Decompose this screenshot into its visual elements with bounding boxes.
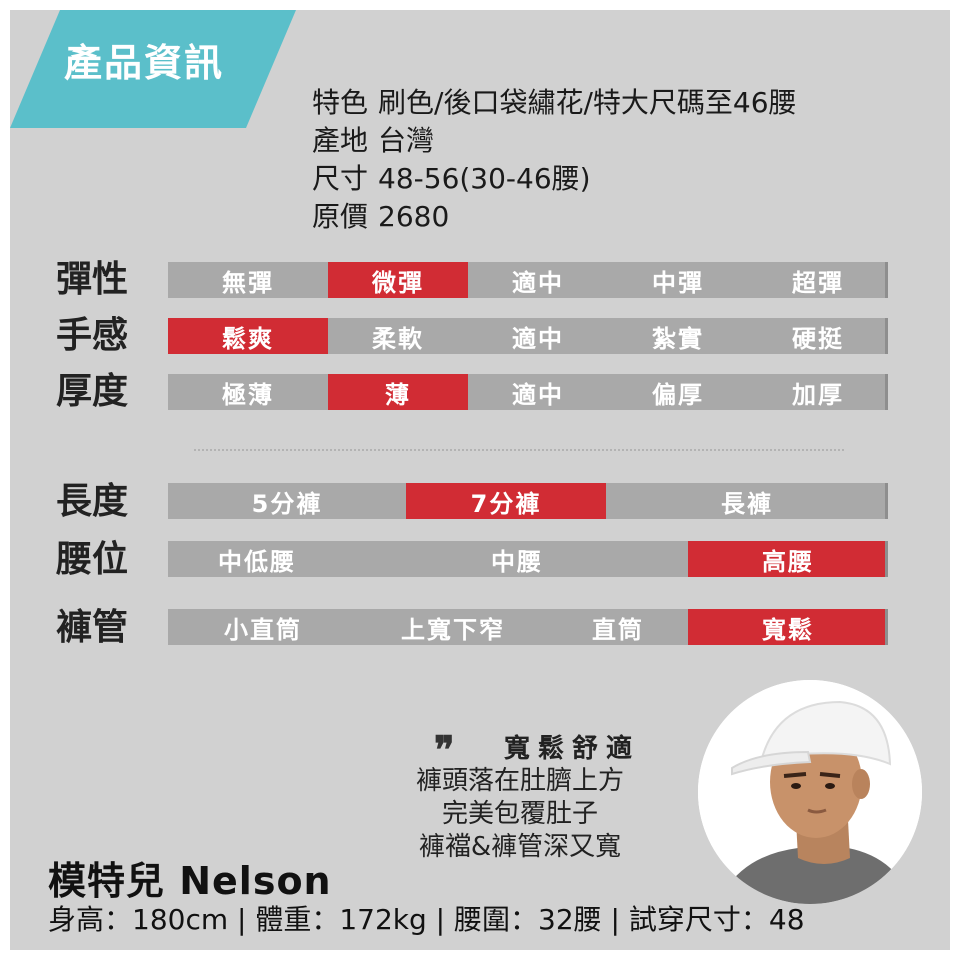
scale-option: 適中	[512, 380, 564, 409]
bar-edge	[885, 318, 888, 354]
scale-option: 適中	[512, 268, 564, 297]
scale-option: 加厚	[792, 380, 844, 409]
scale-option: 硬挺	[792, 324, 844, 353]
scale-option: 中腰	[491, 547, 543, 576]
scale-option: 薄	[328, 374, 468, 410]
scale-option: 超彈	[792, 268, 844, 297]
attr-label-waist: 腰位	[56, 539, 129, 580]
quote-line: 完美包覆肚子	[441, 799, 598, 829]
scale-option: 寬鬆	[688, 609, 888, 645]
scale-option: 小直筒	[224, 615, 302, 644]
scale-option: 極薄	[222, 380, 274, 409]
scale-option: 長褲	[721, 489, 773, 518]
quote-icon: ❞	[434, 727, 455, 772]
attr-label-leg: 褲管	[56, 607, 129, 648]
info-row: 尺寸 48-56(30-46腰)	[312, 160, 797, 198]
scale-option: 高腰	[688, 541, 888, 577]
scale-option: 鬆爽	[168, 318, 328, 354]
bar-edge	[885, 374, 888, 410]
feel-scale: 鬆爽 柔軟 適中 紮實 硬挺	[168, 318, 888, 354]
leg-scale: 小直筒 上寬下窄 直筒 寬鬆	[168, 609, 888, 645]
quote-line: 褲襠&褲管深又寬	[418, 832, 622, 862]
attr-label-feel: 手感	[56, 315, 129, 356]
model-stats: 身高：180cm | 體重：172kg | 腰圍：32腰 | 試穿尺寸：48	[48, 903, 805, 936]
scale-option: 偏厚	[652, 380, 704, 409]
waist-scale: 中低腰 中腰 高腰	[168, 541, 888, 577]
info-value: 48-56(30-46腰)	[378, 162, 591, 195]
info-value: 2680	[378, 200, 450, 233]
scale-option: 中低腰	[218, 547, 296, 576]
attr-label-elasticity: 彈性	[56, 259, 129, 300]
scale-option: 直筒	[592, 615, 644, 644]
model-photo	[698, 680, 922, 904]
scale-option: 紮實	[652, 324, 704, 353]
info-key: 原價	[312, 200, 369, 233]
product-info-card: 產品資訊 特色 刷色/後口袋繡花/特大尺碼至46腰 產地 台灣 尺寸 48-56(30…	[10, 10, 950, 950]
quote-title: 寬鬆舒適	[504, 734, 641, 764]
attr-label-length: 長度	[56, 481, 129, 522]
bar-edge	[885, 609, 888, 645]
info-key: 尺寸	[312, 162, 369, 195]
section-badge: 產品資訊	[10, 10, 296, 128]
badge-shape	[10, 10, 296, 128]
scale-option: 無彈	[222, 268, 274, 297]
scale-option: 7分褲	[406, 483, 606, 519]
elasticity-scale: 無彈 微彈 適中 中彈 超彈	[168, 262, 888, 298]
scale-option: 上寬下窄	[401, 615, 505, 644]
scale-option: 微彈	[328, 262, 468, 298]
info-key: 產地	[312, 124, 369, 157]
attr-label-thickness: 厚度	[56, 371, 129, 412]
model-photo-icon	[698, 680, 922, 904]
quote-line: 褲頭落在肚臍上方	[415, 766, 624, 796]
scale-option: 柔軟	[372, 324, 424, 353]
info-key: 特色	[312, 86, 369, 119]
divider	[194, 449, 844, 451]
info-value: 刷色/後口袋繡花/特大尺碼至46腰	[378, 86, 797, 119]
section-title: 產品資訊	[64, 41, 225, 85]
bar-edge	[885, 262, 888, 298]
info-list: 特色 刷色/後口袋繡花/特大尺碼至46腰 產地 台灣 尺寸 48-56(30-46腰)…	[312, 84, 797, 236]
info-row: 原價 2680	[312, 198, 797, 236]
thickness-scale: 極薄 薄 適中 偏厚 加厚	[168, 374, 888, 410]
scale-option: 5分褲	[251, 489, 323, 518]
info-value: 台灣	[378, 124, 435, 157]
length-scale: 5分褲 7分褲 長褲	[168, 483, 888, 519]
info-row: 產地 台灣	[312, 122, 797, 160]
bar-edge	[885, 541, 888, 577]
scale-option: 適中	[512, 324, 564, 353]
scale-option: 中彈	[652, 268, 704, 297]
model-name: 模特兒 Nelson	[48, 859, 332, 903]
bar-edge	[885, 483, 888, 519]
info-row: 特色 刷色/後口袋繡花/特大尺碼至46腰	[312, 84, 797, 122]
